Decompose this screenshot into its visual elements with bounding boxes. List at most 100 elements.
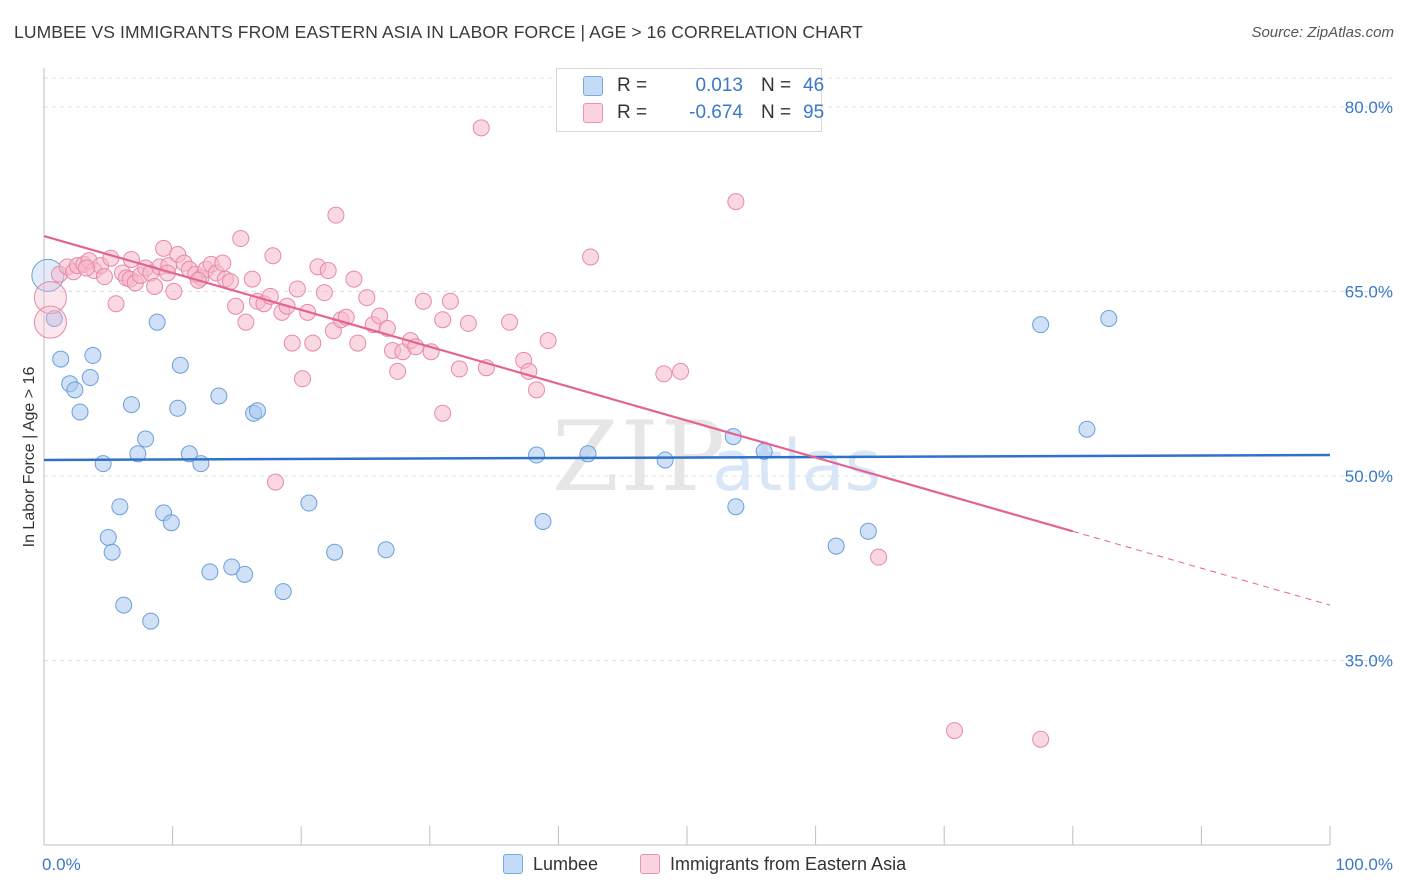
y-tick-label: 35.0% <box>1345 651 1393 670</box>
data-point <box>358 289 376 307</box>
r-value: -0.674 <box>689 102 743 123</box>
data-point <box>201 563 219 581</box>
lumbee-legend-label: Lumbee <box>533 853 599 874</box>
data-point <box>243 270 261 288</box>
data-point <box>377 541 395 559</box>
source-label: Source: ZipAtlas.com <box>1251 24 1394 41</box>
eastern-asia-legend-swatch <box>640 854 660 874</box>
data-point <box>66 381 84 399</box>
data-point <box>81 369 99 387</box>
data-point <box>180 445 198 463</box>
data-point <box>33 305 67 339</box>
data-point <box>345 270 363 288</box>
data-point <box>672 362 690 380</box>
data-point <box>472 119 490 137</box>
data-point <box>232 230 250 248</box>
data-point <box>434 404 452 422</box>
data-point <box>274 583 292 601</box>
trend-line <box>43 453 1331 462</box>
data-point <box>248 402 266 420</box>
data-point <box>434 311 452 329</box>
data-point <box>111 498 129 516</box>
data-point <box>414 292 432 310</box>
data-point <box>327 206 345 224</box>
x-tick-label: 100.0% <box>1335 855 1393 874</box>
data-points <box>31 119 1118 748</box>
x-tick-label: 0.0% <box>42 855 81 874</box>
lumbee-swatch <box>583 76 603 96</box>
trend-line-extension <box>1072 530 1331 606</box>
data-point <box>528 446 546 464</box>
data-point <box>441 292 459 310</box>
data-point <box>236 565 254 583</box>
data-point <box>727 193 745 211</box>
y-tick-label: 65.0% <box>1345 282 1393 301</box>
chart-title: LUMBEE VS IMMIGRANTS FROM EASTERN ASIA I… <box>14 22 863 42</box>
data-point <box>148 313 166 331</box>
data-point <box>165 282 183 300</box>
data-point <box>326 543 344 561</box>
y-axis-label: In Labor Force | Age > 16 <box>21 367 38 548</box>
data-point <box>142 612 160 630</box>
data-point <box>528 381 546 399</box>
data-point <box>288 280 306 298</box>
data-point <box>33 281 67 315</box>
data-point <box>1100 309 1118 327</box>
data-point <box>582 248 600 266</box>
lumbee-legend-swatch <box>503 854 523 874</box>
data-point <box>293 370 311 388</box>
data-point <box>192 455 210 473</box>
data-point <box>169 399 187 417</box>
data-point <box>579 445 597 463</box>
data-point <box>71 403 89 421</box>
legend-row-eastern-asia: R = -0.674 N = 95 <box>583 102 824 124</box>
data-point <box>162 514 180 532</box>
data-point <box>727 498 745 516</box>
data-point <box>77 259 95 277</box>
data-point <box>656 451 674 469</box>
data-point <box>539 332 557 350</box>
data-point <box>84 346 102 364</box>
data-point <box>155 239 173 257</box>
data-point <box>99 528 117 546</box>
data-point <box>122 396 140 414</box>
correlation-legend: R = 0.013 N = 46 R = -0.674 N = 95 <box>556 68 824 132</box>
n-label: N = <box>761 102 792 123</box>
data-point <box>304 334 322 352</box>
data-point <box>534 512 552 530</box>
data-point <box>237 313 255 331</box>
data-point <box>115 596 133 614</box>
data-point <box>1078 420 1096 438</box>
data-point <box>146 278 164 296</box>
data-point <box>95 268 113 286</box>
data-point <box>827 537 845 555</box>
data-point <box>459 314 477 332</box>
data-point <box>266 473 284 491</box>
data-point <box>264 247 282 265</box>
data-point <box>389 362 407 380</box>
data-point <box>1032 730 1050 748</box>
data-point <box>137 430 155 448</box>
data-point <box>227 297 245 315</box>
data-point <box>210 387 228 405</box>
data-point <box>945 722 963 740</box>
data-point <box>94 455 112 473</box>
eastern-asia-legend-label: Immigrants from Eastern Asia <box>670 853 907 874</box>
data-point <box>214 254 232 272</box>
legend-item-eastern-asia: Immigrants from Eastern Asia <box>640 852 906 876</box>
data-point <box>107 295 125 313</box>
axis-labels: 80.0% 65.0% 50.0% 35.0% 0.0% 100.0% In Labor F… <box>21 98 1393 874</box>
data-point <box>1032 316 1050 334</box>
y-tick-label: 80.0% <box>1345 98 1393 117</box>
trend-line <box>43 235 1074 533</box>
data-point <box>171 356 189 374</box>
axes <box>43 68 1331 846</box>
data-point <box>859 522 877 540</box>
trend-lines <box>43 235 1331 606</box>
legend-item-lumbee: Lumbee <box>503 852 598 876</box>
data-point <box>45 309 63 327</box>
y-tick-label: 50.0% <box>1345 467 1393 486</box>
data-point <box>283 334 301 352</box>
data-point <box>315 284 333 302</box>
